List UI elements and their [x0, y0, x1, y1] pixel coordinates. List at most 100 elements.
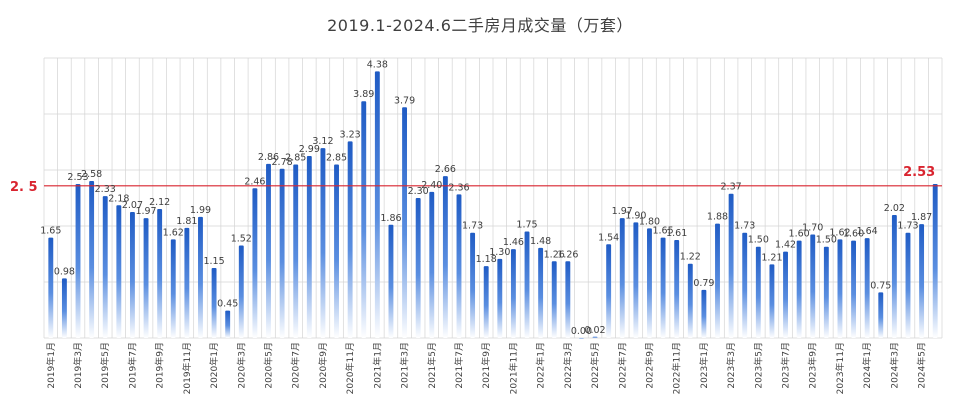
x-tick-label: 2021年11月	[507, 342, 519, 394]
x-tick-label: 2024年5月	[916, 342, 928, 389]
data-label: 1.15	[203, 256, 224, 267]
bar	[660, 237, 666, 338]
x-tick-label: 2023年5月	[752, 342, 764, 389]
data-label: 2.33	[95, 184, 116, 195]
x-tick-label: 2022年1月	[535, 342, 547, 389]
data-label: 2.85	[326, 153, 347, 164]
bar	[157, 208, 163, 338]
data-label: 1.22	[680, 252, 701, 263]
data-label: 1.46	[503, 237, 524, 248]
data-label: 1.48	[530, 236, 551, 247]
data-label: 1.50	[816, 235, 837, 246]
bar	[252, 188, 258, 338]
x-tick-label: 2019年1月	[45, 342, 57, 389]
data-label: 1.88	[707, 212, 728, 223]
x-tick-label: 2022年5月	[589, 342, 601, 389]
data-label: 1.97	[612, 206, 633, 217]
data-label: 1.65	[652, 226, 673, 237]
data-label: 1.54	[598, 232, 619, 243]
data-label: 2.40	[421, 180, 442, 191]
bar	[647, 228, 652, 338]
data-label: 2.66	[435, 164, 456, 175]
bar	[116, 205, 122, 338]
bar	[932, 184, 938, 338]
bar	[61, 278, 67, 338]
bar	[606, 244, 612, 338]
bar	[320, 148, 326, 338]
data-label: 1.61	[666, 228, 687, 239]
data-label: 1.62	[163, 227, 184, 238]
x-tick-label: 2021年1月	[371, 342, 383, 389]
data-label: 1.52	[231, 233, 252, 244]
bar	[919, 224, 925, 338]
bar	[470, 232, 476, 338]
x-tick-label: 2020年1月	[208, 342, 220, 389]
x-tick-label: 2019年11月	[181, 342, 193, 394]
bar	[170, 239, 176, 338]
bar	[864, 238, 870, 338]
data-label: 1.64	[857, 226, 878, 237]
bar	[578, 338, 584, 339]
bar	[687, 263, 693, 338]
bar	[851, 240, 857, 338]
x-tick-label: 2022年9月	[643, 342, 655, 389]
x-tick-label: 2021年3月	[399, 342, 411, 389]
bar	[715, 223, 720, 338]
data-label: 2.78	[272, 157, 293, 168]
data-label: 1.21	[761, 252, 782, 263]
data-label: 2.99	[299, 144, 320, 155]
data-label: 1.86	[380, 213, 401, 224]
data-label: 1.80	[639, 216, 660, 227]
data-label: 0.00	[571, 326, 592, 337]
bar	[878, 292, 884, 338]
data-label: 0.98	[54, 266, 75, 277]
bar	[184, 227, 190, 338]
data-label: 3.23	[340, 129, 361, 140]
bar	[905, 232, 911, 338]
bar	[198, 216, 203, 338]
bar	[796, 240, 802, 338]
data-label: 0.45	[217, 299, 238, 310]
data-label: 1.50	[748, 235, 769, 246]
data-label: 1.60	[789, 229, 810, 240]
x-tick-label: 2023年9月	[807, 342, 819, 389]
bar	[129, 212, 135, 338]
data-label: 2.46	[244, 176, 265, 187]
bar	[728, 193, 734, 338]
x-tick-label: 2022年7月	[616, 342, 628, 389]
bar	[361, 101, 367, 338]
data-label: 2.53	[67, 172, 88, 183]
data-label: 1.42	[775, 240, 796, 251]
bar	[402, 107, 408, 338]
bar	[565, 261, 571, 338]
data-label: 2.02	[884, 203, 905, 214]
data-label: 3.89	[353, 89, 374, 100]
data-label: 2.58	[81, 169, 102, 180]
data-label: 1.97	[135, 206, 156, 217]
data-label: 1.65	[40, 226, 61, 237]
bar	[89, 180, 95, 338]
x-tick-label: 2019年9月	[154, 342, 166, 389]
chart-title: 2019.1-2024.6二手房月成交量（万套）	[327, 16, 633, 35]
bar	[225, 310, 231, 338]
data-label: 3.12	[312, 136, 333, 147]
x-tick-label: 2019年7月	[126, 342, 138, 389]
x-tick-label: 2023年1月	[698, 342, 710, 389]
bar	[837, 239, 843, 338]
data-label: 1.75	[516, 219, 537, 230]
x-tick-label: 2020年7月	[290, 342, 302, 389]
x-tick-label: 2019年3月	[72, 342, 84, 389]
data-label: 0.02	[584, 325, 605, 336]
data-label: 1.62	[829, 227, 850, 238]
data-label: 1.73	[897, 221, 918, 232]
bar	[456, 194, 462, 338]
data-label: 1.99	[190, 205, 211, 216]
bar	[102, 196, 108, 338]
bar	[810, 234, 816, 338]
bars	[48, 71, 938, 339]
data-label: 2.85	[285, 153, 306, 164]
bar	[551, 261, 557, 338]
x-tick-label: 2021年5月	[426, 342, 438, 389]
bar	[388, 224, 394, 338]
data-label: 2.07	[122, 200, 143, 211]
